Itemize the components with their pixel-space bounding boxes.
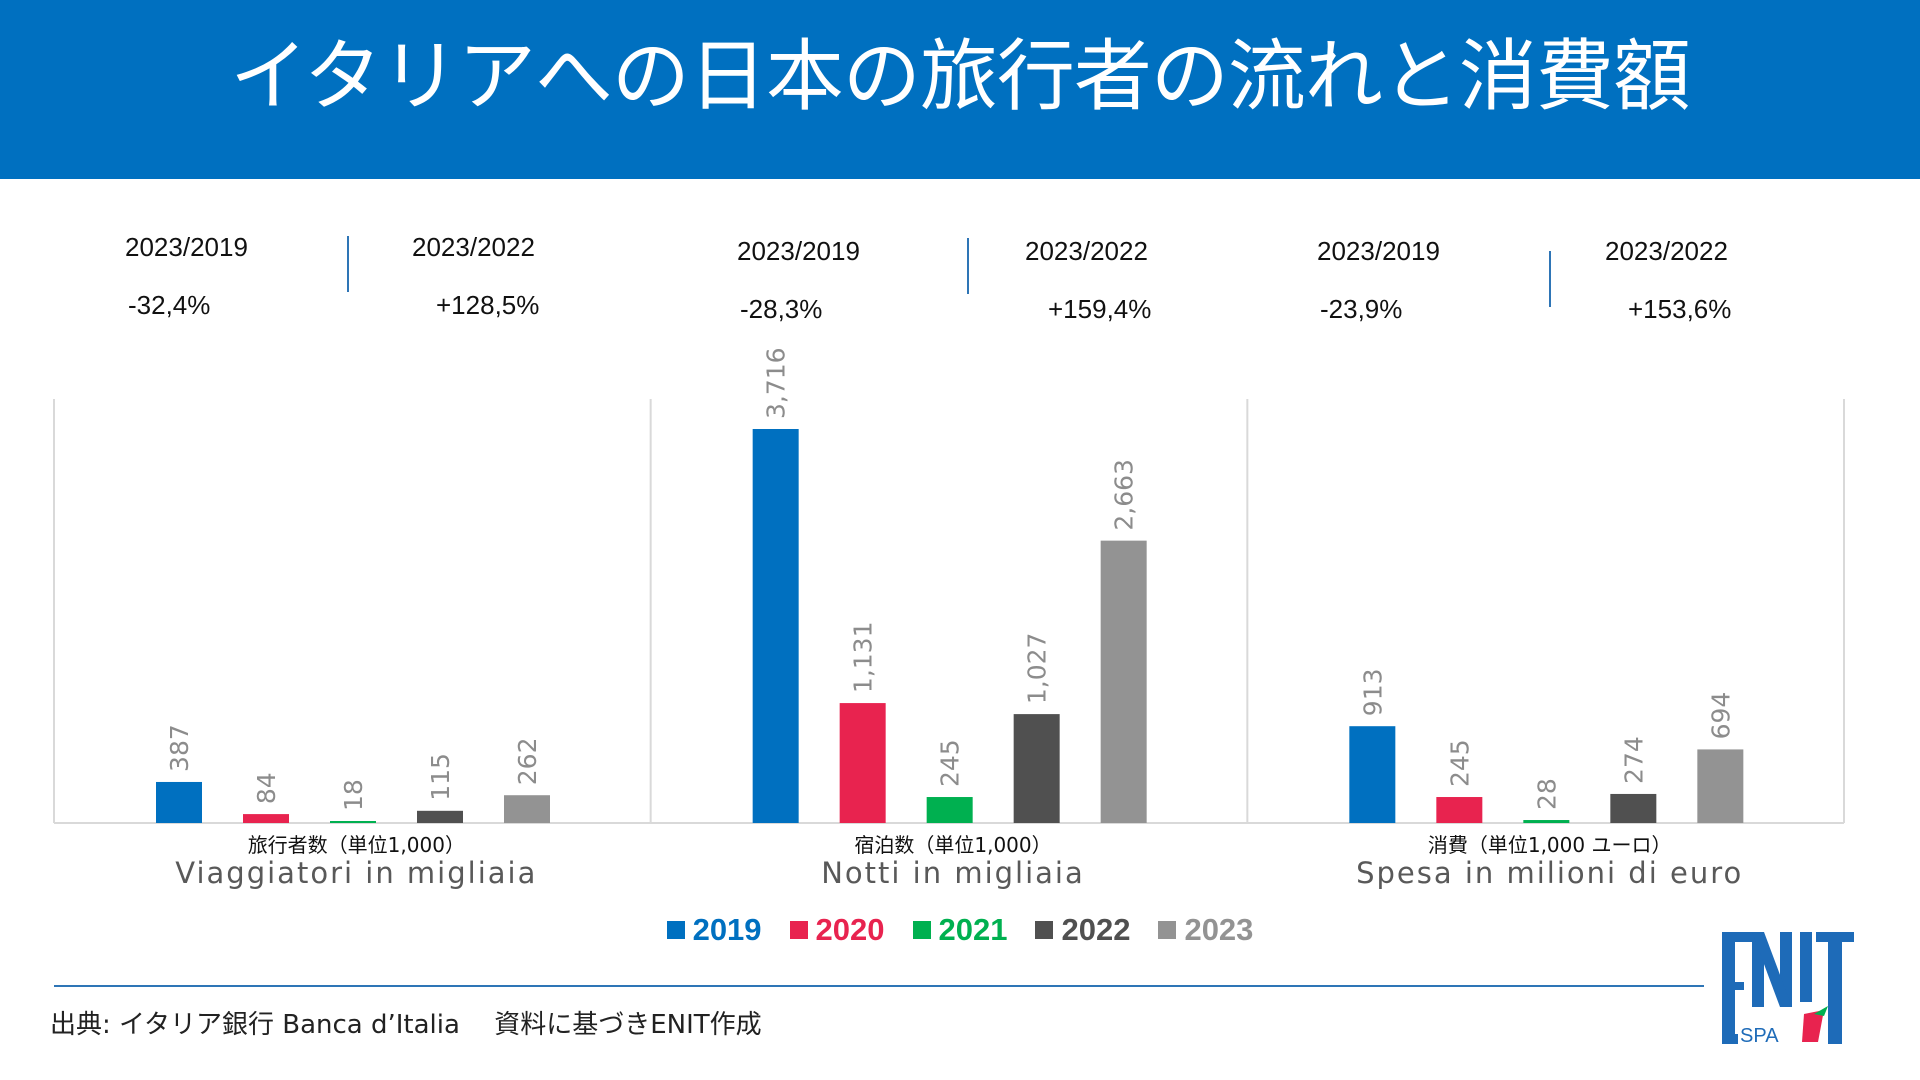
legend-label: 2019 xyxy=(692,912,762,947)
comparison-right-label: 2023/2022 xyxy=(1605,236,1728,266)
comparison-divider xyxy=(347,236,349,292)
bar-2021-1 xyxy=(926,797,973,823)
comparison-right-value: +159,4% xyxy=(1048,294,1152,324)
category-label-jp: 消費（単位1,000 ユーロ） xyxy=(1428,833,1672,857)
bar-2019-2 xyxy=(1349,726,1396,823)
header-bar: イタリアへの日本の旅行者の流れと消費額 xyxy=(0,0,1920,179)
data-label-2020-2: 245 xyxy=(1445,739,1474,787)
data-label-2022-0: 115 xyxy=(426,753,455,801)
bar-2021-2 xyxy=(1523,820,1570,823)
data-label-2019-1: 3,716 xyxy=(762,347,791,419)
data-label-2020-1: 1,131 xyxy=(849,622,878,694)
bars xyxy=(156,429,1744,823)
data-label-2022-1: 1,027 xyxy=(1023,633,1052,705)
category-label-jp: 宿泊数（単位1,000） xyxy=(854,833,1051,857)
legend-item-2019: 2019 xyxy=(666,912,762,948)
bar-2023-1 xyxy=(1100,540,1147,823)
category-labels: 旅行者数（単位1,000）Viaggiatori in migliaia 宿泊数（… xyxy=(175,833,1743,890)
bar-labels: 387 84 18 115 262 3,716 1,131 245 1,027 2,663 913 2… xyxy=(165,347,1735,811)
data-label-2023-1: 2,663 xyxy=(1110,459,1139,531)
legend-swatch xyxy=(789,921,808,939)
data-label-2020-0: 84 xyxy=(252,772,281,804)
bar-2020-2 xyxy=(1436,797,1483,823)
comparison-left-label: 2023/2019 xyxy=(125,232,248,262)
comparison-divider xyxy=(967,238,969,294)
legend: 2019 2020 2021 2022 2023 xyxy=(0,910,1920,950)
source-note: 出典: イタリア銀行 Banca d’Italia 資料に基づきENIT作成 xyxy=(50,1010,762,1040)
data-label-2022-2: 274 xyxy=(1619,736,1648,784)
bar-2023-0 xyxy=(504,795,550,823)
legend-label: 2021 xyxy=(938,912,1008,947)
legend-label: 2023 xyxy=(1184,912,1254,947)
bar-2020-0 xyxy=(243,814,289,823)
bar-2019-0 xyxy=(156,781,202,823)
comparison-left-value: -32,4% xyxy=(128,290,211,320)
bar-2022-2 xyxy=(1610,793,1657,823)
category-label-it: Notti in migliaia xyxy=(821,856,1085,890)
data-label-2021-1: 245 xyxy=(936,739,965,787)
comparison-left-value: -23,9% xyxy=(1320,294,1403,324)
legend-item-2021: 2021 xyxy=(912,912,1008,948)
category-label-it: Viaggiatori in migliaia xyxy=(175,856,537,890)
comparison-right-value: +128,5% xyxy=(436,290,540,320)
page-title: イタリアへの日本の旅行者の流れと消費額 xyxy=(230,32,1691,122)
logo-sub-text: SPA xyxy=(1740,1025,1779,1047)
legend-swatch xyxy=(912,921,931,939)
bar-2022-1 xyxy=(1013,714,1060,823)
comparison-left-label: 2023/2019 xyxy=(737,236,860,266)
comparison-left-value: -28,3% xyxy=(740,294,823,324)
bar-2019-1 xyxy=(752,429,799,823)
footer-divider xyxy=(54,985,1704,987)
comparison-left-label: 2023/2019 xyxy=(1317,236,1440,266)
legend-item-2023: 2023 xyxy=(1158,912,1253,948)
category-label-it: Spesa in milioni di euro xyxy=(1356,856,1743,890)
bar-2022-0 xyxy=(417,810,463,823)
enit-logo: SPA xyxy=(1722,932,1854,1047)
bar-2021-0 xyxy=(330,821,376,823)
legend-item-2020: 2020 xyxy=(789,912,885,948)
bar-2023-2 xyxy=(1697,749,1744,823)
data-label-2021-0: 18 xyxy=(339,779,368,811)
comparison-right-value: +153,6% xyxy=(1628,294,1732,324)
bar-2020-1 xyxy=(839,703,886,823)
legend-label: 2020 xyxy=(815,912,885,947)
legend-item-2022: 2022 xyxy=(1035,912,1130,948)
data-label-2019-0: 387 xyxy=(165,724,194,772)
legend-label: 2022 xyxy=(1061,912,1131,947)
comparison-right-label: 2023/2022 xyxy=(412,232,535,262)
data-label-2023-2: 694 xyxy=(1706,692,1735,740)
legend-swatch xyxy=(1158,921,1177,939)
data-label-2023-0: 262 xyxy=(513,738,542,786)
data-label-2021-2: 28 xyxy=(1532,778,1561,810)
legend-swatch xyxy=(666,921,685,939)
category-label-jp: 旅行者数（単位1,000） xyxy=(248,833,465,857)
comparison-divider xyxy=(1549,251,1551,307)
comparison-right-label: 2023/2022 xyxy=(1025,236,1148,266)
data-label-2019-2: 913 xyxy=(1358,668,1387,716)
legend-swatch xyxy=(1035,921,1054,939)
